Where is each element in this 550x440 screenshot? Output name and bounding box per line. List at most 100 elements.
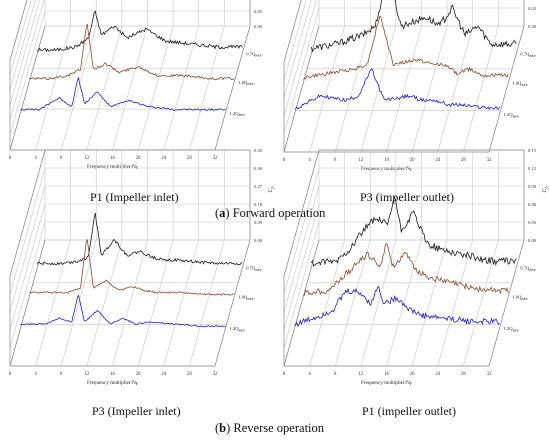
series-label-subscript: BEP xyxy=(239,328,245,332)
side-wall-gridline xyxy=(9,0,45,121)
axis-frame-edge xyxy=(488,25,525,153)
x-tick-label: 32 xyxy=(487,158,492,163)
axis-frame-edge xyxy=(283,239,320,367)
floor-gridline xyxy=(437,239,474,367)
series-label: 0.7QBEP xyxy=(246,51,261,57)
z-tick-label: 0.05 xyxy=(254,9,263,14)
axis-frame-edge xyxy=(9,239,46,367)
x-tick-label: 20 xyxy=(136,372,141,377)
z-tick-label: 0.00 xyxy=(254,238,263,243)
axis-frame-edge xyxy=(9,0,28,61)
side-wall-gridline xyxy=(9,167,46,295)
floor-gridline xyxy=(411,25,448,153)
series-label-subscript: BEP xyxy=(247,297,253,301)
x-tick-label: 16 xyxy=(384,372,389,377)
floor-gridline xyxy=(334,25,371,153)
axis-frame-edge xyxy=(9,25,46,151)
floor-gridline xyxy=(463,239,499,367)
x-tick-label: 12 xyxy=(358,158,363,163)
floor-gridline xyxy=(386,25,422,153)
axis-frame-edge xyxy=(214,239,251,367)
series-label-subscript: BEP xyxy=(247,82,253,86)
series-label-subscript: BEP xyxy=(255,268,261,272)
series-label-subscript: BEP xyxy=(521,83,527,87)
floor-gridline xyxy=(411,239,448,367)
floor-gridline xyxy=(360,25,397,153)
side-wall-gridline xyxy=(283,0,307,81)
floor-gridline xyxy=(60,239,97,367)
series-label-subscript: BEP xyxy=(513,114,519,118)
panel-label-p1-impeller-inlet: P1 (Impeller inlet) xyxy=(90,190,179,204)
series-label: 1.2QBEP xyxy=(230,326,245,332)
x-tick-label: 12 xyxy=(358,372,363,377)
x-tick-label: 16 xyxy=(110,372,115,377)
z-tick-label: 0.27 xyxy=(254,184,263,189)
axis-frame-edge xyxy=(214,25,251,151)
caption-letter-a: a xyxy=(219,206,226,220)
floor-gridline xyxy=(137,25,174,151)
x-tick-label: 4 xyxy=(308,158,311,163)
x-axis-label: Frequency multiplier/NF xyxy=(361,380,412,386)
side-wall-gridline xyxy=(9,0,32,76)
z-tick-label: 0.12 xyxy=(528,166,537,171)
series-label-subscript: BEP xyxy=(529,54,535,58)
z-tick-label: 0.00 xyxy=(528,238,537,243)
z-tick-label: 0.36 xyxy=(254,166,263,171)
x-tick-label: 20 xyxy=(136,156,141,161)
x-tick-label: 8 xyxy=(334,372,337,377)
caption-reverse-operation: (b) Reverse operation xyxy=(215,421,325,435)
chart-p3-impeller-outlet: 0.000.020.040.060.080.10Cp04812162024283… xyxy=(283,0,537,172)
floor-gridline xyxy=(35,239,71,367)
series-label: 0.7QBEP xyxy=(520,266,535,272)
side-wall-gridline xyxy=(283,7,320,135)
series-line xyxy=(37,10,243,53)
series-label-subscript: BEP xyxy=(529,268,535,272)
series-line xyxy=(310,195,517,267)
z-tick-label: 0.03 xyxy=(528,220,537,225)
floor-gridline xyxy=(86,25,123,151)
side-wall-gridline xyxy=(9,0,40,106)
z-axis-label: Cp xyxy=(542,185,549,192)
chart-p1-impeller-inlet: 0.000.050.100.150.200.250.30Cp0481216202… xyxy=(9,0,263,170)
series-line xyxy=(20,294,226,328)
x-tick-label: 24 xyxy=(435,372,440,377)
series-label: 1.0QBEP xyxy=(238,295,253,301)
axis-frame-edge xyxy=(283,0,302,63)
x-tick-label: 0 xyxy=(283,158,286,163)
panel-label-p3-impeller-outlet: P3 (impeller outlet) xyxy=(360,190,454,204)
x-tick-label: 16 xyxy=(384,158,389,163)
side-wall-gridline xyxy=(9,203,46,331)
caption-text-b: Reverse operation xyxy=(230,421,325,435)
floor-gridline xyxy=(112,25,148,151)
z-tick-label: 0.00 xyxy=(528,24,537,29)
x-tick-label: 0 xyxy=(9,372,12,377)
x-axis-label: Frequency multiplier/NF xyxy=(87,380,138,386)
z-tick-label: 0.02 xyxy=(528,6,537,11)
x-axis-label-subscript: F xyxy=(410,168,412,172)
x-tick-label: 0 xyxy=(283,372,286,377)
floor-gridline xyxy=(60,25,97,151)
series-line xyxy=(294,67,500,111)
z-tick-label: 0.06 xyxy=(528,202,537,207)
series-label: 1.0QBEP xyxy=(512,81,527,87)
floor-gridline xyxy=(309,25,345,153)
series-line xyxy=(294,286,500,327)
floor-gridline xyxy=(86,239,123,367)
series-label: 0.7QBEP xyxy=(520,52,535,58)
x-tick-label: 24 xyxy=(161,372,166,377)
floor-gridline xyxy=(163,239,200,367)
x-tick-label: 20 xyxy=(410,158,415,163)
side-wall-gridline xyxy=(283,203,320,331)
x-tick-label: 20 xyxy=(410,372,415,377)
x-tick-label: 28 xyxy=(461,372,466,377)
x-axis-label: Frequency multiplier/NF xyxy=(361,166,412,172)
series-line xyxy=(29,239,235,296)
x-tick-label: 24 xyxy=(435,158,440,163)
side-wall-gridline xyxy=(283,0,312,99)
floor-gridline xyxy=(112,239,148,367)
floor-gridline xyxy=(163,25,200,151)
floor-gridline xyxy=(437,25,474,153)
x-tick-label: 16 xyxy=(110,156,115,161)
series-line xyxy=(303,15,509,80)
series-label: 0.7QBEP xyxy=(246,266,261,272)
